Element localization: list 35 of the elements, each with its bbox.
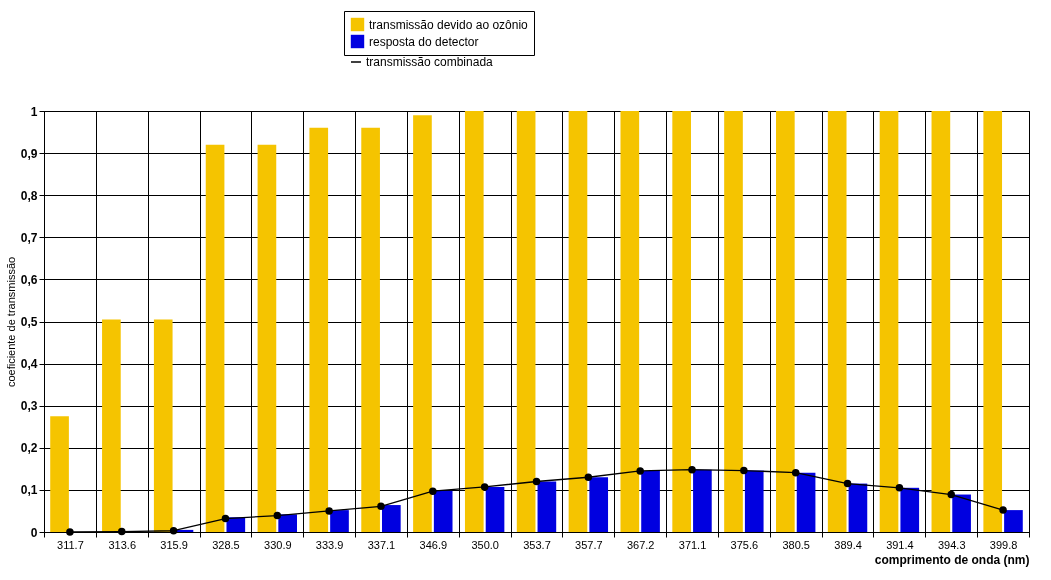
y-tick-label: 0,2 [20, 441, 38, 456]
x-tick-label: 371.1 [678, 538, 707, 551]
legend-label: resposta do detector [369, 34, 479, 49]
y-tick-label: 0,3 [20, 399, 38, 414]
x-tick-label: 399.8 [989, 538, 1018, 551]
x-tick-label: 357.7 [575, 538, 603, 551]
x-tick-label: 391.4 [886, 538, 914, 551]
y-tick-label: 0,4 [20, 357, 38, 372]
y-tick-label: 0,8 [20, 188, 38, 203]
x-tick-label: 333.9 [315, 538, 344, 551]
y-tick-label: 0,9 [20, 146, 38, 161]
x-tick-label: 389.4 [834, 538, 862, 551]
x-tick-label: 311.7 [57, 538, 84, 551]
x-tick-label: 337.1 [367, 538, 396, 551]
x-tick-label: 394.3 [937, 538, 966, 551]
y-tick-label: 1 [30, 104, 38, 119]
y-tick-label: 0,1 [20, 483, 38, 498]
x-tick-label: 367.2 [626, 538, 655, 551]
x-tick-label: 380.5 [782, 538, 810, 551]
x-axis-title: comprimento de onda (nm) [874, 552, 1030, 567]
x-tick-label: 375.6 [730, 538, 759, 551]
legend-label: transmissão devido ao ozônio [369, 17, 529, 32]
x-tick-label: 330.9 [264, 538, 292, 551]
y-axis-title: coeficiente de transmissão [4, 256, 17, 388]
x-tick-label: 328.5 [212, 538, 240, 551]
legend-label: transmissão combinada [366, 55, 494, 69]
x-tick-label: 346.9 [419, 538, 448, 551]
x-tick-label: 353.7 [523, 538, 551, 551]
x-tick-label: 350.0 [471, 538, 499, 551]
y-tick-label: 0,7 [20, 230, 38, 245]
y-tick-label: 0,5 [20, 315, 38, 329]
y-tick-label: 0 [30, 525, 38, 540]
x-tick-label: 315.9 [160, 538, 188, 551]
y-tick-label: 0,6 [20, 272, 38, 287]
x-tick-label: 313.6 [108, 538, 137, 551]
